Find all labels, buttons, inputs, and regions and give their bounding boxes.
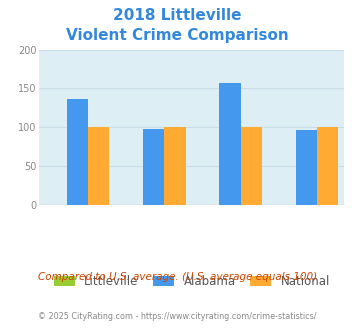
Legend: Littleville, Alabama, National: Littleville, Alabama, National	[50, 272, 333, 292]
Bar	[295, 130, 317, 205]
Bar	[317, 127, 338, 205]
Bar	[219, 83, 241, 205]
Bar	[241, 127, 262, 205]
Text: Violent Crime Comparison: Violent Crime Comparison	[66, 28, 289, 43]
Bar	[164, 127, 186, 205]
Bar	[88, 127, 109, 205]
Text: 2018 Littleville: 2018 Littleville	[113, 8, 242, 23]
Bar	[66, 99, 88, 205]
Bar	[143, 129, 164, 205]
Text: Compared to U.S. average. (U.S. average equals 100): Compared to U.S. average. (U.S. average …	[38, 272, 317, 282]
Text: © 2025 CityRating.com - https://www.cityrating.com/crime-statistics/: © 2025 CityRating.com - https://www.city…	[38, 312, 317, 321]
